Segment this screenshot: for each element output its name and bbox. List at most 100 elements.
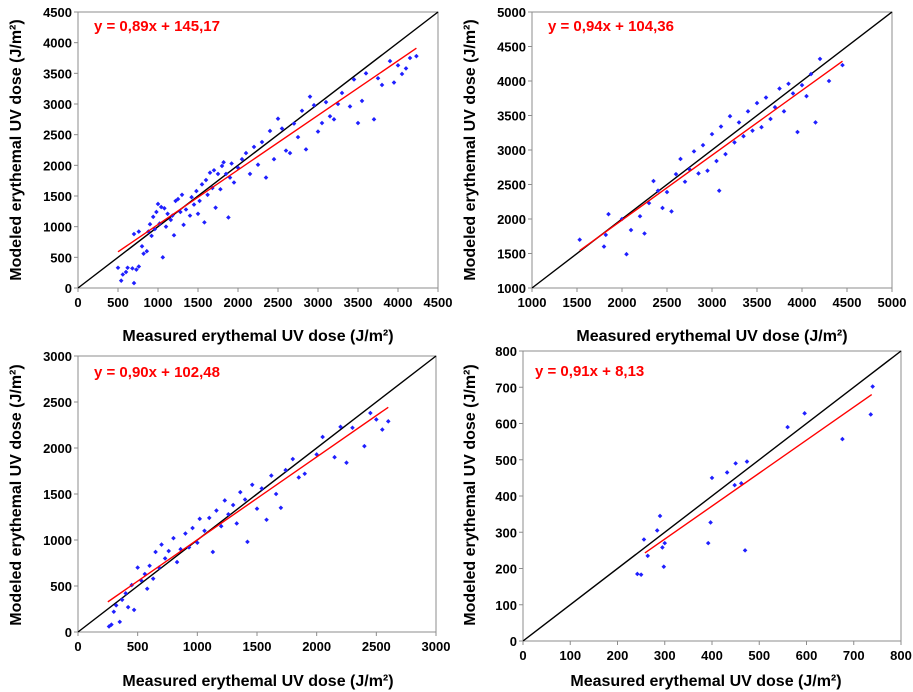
x-tick-label: 1500 bbox=[184, 295, 213, 310]
data-point bbox=[162, 556, 168, 561]
data-point bbox=[628, 227, 634, 233]
data-point bbox=[870, 384, 875, 389]
data-point bbox=[669, 209, 674, 214]
data-point bbox=[745, 109, 751, 114]
y-axis-label: Modeled erythemal UV dose (J/m²) bbox=[8, 364, 25, 625]
data-point bbox=[195, 211, 201, 217]
y-axis-label: Modeled erythemal UV dose (J/m²) bbox=[462, 364, 479, 625]
data-point bbox=[222, 498, 228, 503]
data-point bbox=[709, 475, 715, 481]
y-tick-label: 3500 bbox=[497, 109, 526, 124]
data-point bbox=[197, 516, 203, 522]
data-point bbox=[234, 521, 240, 526]
data-point bbox=[111, 609, 117, 615]
x-axis-label: Measured erythemal UV dose (J/m²) bbox=[576, 328, 847, 345]
data-point bbox=[786, 81, 791, 87]
data-point bbox=[362, 443, 367, 449]
data-point bbox=[189, 194, 194, 200]
x-tick-label: 2500 bbox=[653, 295, 682, 310]
data-point bbox=[350, 425, 355, 431]
regression-equation: y = 0,91x + 8,13 bbox=[535, 363, 644, 380]
scatter-panel-top-right: Measured erythemal UV dose (J/m²) Modele… bbox=[462, 5, 906, 345]
data-point bbox=[375, 75, 381, 81]
x-tick-label: 2500 bbox=[362, 639, 391, 654]
data-point bbox=[131, 607, 137, 613]
data-point bbox=[247, 171, 253, 177]
data-point bbox=[221, 159, 226, 165]
identity-line bbox=[522, 350, 902, 642]
data-point bbox=[271, 156, 277, 162]
y-tick-label: 500 bbox=[50, 579, 72, 594]
data-point bbox=[214, 508, 219, 513]
y-tick-label: 500 bbox=[50, 250, 72, 265]
x-tick-label: 0 bbox=[74, 639, 81, 654]
data-point bbox=[662, 540, 668, 546]
data-point bbox=[278, 505, 284, 511]
x-tick-label: 700 bbox=[843, 648, 865, 663]
plot-area bbox=[77, 11, 439, 289]
data-point bbox=[673, 171, 679, 177]
data-point bbox=[158, 204, 164, 210]
data-point bbox=[344, 460, 349, 466]
x-tick-label: 4000 bbox=[788, 295, 817, 310]
data-point bbox=[290, 456, 296, 462]
data-point bbox=[150, 214, 156, 220]
regression-equation: y = 0,89x + 145,17 bbox=[94, 18, 220, 35]
data-point bbox=[714, 158, 719, 164]
data-point bbox=[118, 278, 124, 283]
data-point bbox=[363, 71, 369, 76]
data-point bbox=[664, 189, 670, 195]
data-point bbox=[175, 196, 181, 202]
data-point bbox=[202, 220, 207, 225]
data-point bbox=[190, 525, 195, 531]
y-tick-label: 2000 bbox=[43, 441, 72, 456]
data-point bbox=[320, 434, 325, 440]
x-tick-label: 800 bbox=[890, 648, 912, 663]
data-point bbox=[718, 124, 724, 129]
data-point bbox=[314, 452, 319, 457]
x-tick-label: 500 bbox=[127, 639, 149, 654]
x-tick-label: 500 bbox=[748, 648, 770, 663]
data-point bbox=[795, 129, 800, 135]
data-point bbox=[359, 98, 365, 104]
data-point bbox=[203, 177, 209, 183]
y-axis-label: Modeled erythemal UV dose (J/m²) bbox=[8, 19, 25, 280]
data-point bbox=[374, 417, 379, 422]
data-point bbox=[339, 90, 345, 96]
data-point bbox=[661, 564, 667, 569]
data-point bbox=[187, 213, 193, 218]
data-point bbox=[165, 211, 170, 217]
y-tick-label: 2000 bbox=[43, 158, 72, 173]
data-point bbox=[205, 192, 210, 198]
data-point bbox=[117, 619, 123, 625]
y-tick-label: 600 bbox=[495, 417, 517, 432]
data-point bbox=[380, 427, 385, 432]
data-point bbox=[654, 528, 660, 533]
y-tick-label: 2000 bbox=[497, 212, 526, 227]
x-tick-label: 2000 bbox=[608, 295, 637, 310]
data-point bbox=[577, 237, 582, 242]
x-tick-label: 300 bbox=[654, 648, 676, 663]
data-point bbox=[603, 232, 609, 238]
regression-line bbox=[644, 394, 873, 554]
data-point bbox=[727, 113, 733, 119]
data-point bbox=[125, 265, 130, 271]
y-tick-label: 4000 bbox=[497, 74, 526, 89]
data-point bbox=[123, 269, 129, 275]
data-point bbox=[131, 280, 137, 286]
data-point bbox=[682, 179, 688, 185]
data-point bbox=[125, 604, 131, 610]
data-point bbox=[202, 528, 207, 534]
scatter-panel-top-left: Measured erythemal UV dose (J/m²) Modele… bbox=[8, 5, 452, 345]
data-point bbox=[655, 188, 661, 194]
data-point bbox=[255, 162, 261, 168]
data-point bbox=[327, 113, 333, 119]
data-point bbox=[742, 548, 748, 553]
data-point bbox=[642, 231, 647, 236]
y-tick-label: 100 bbox=[495, 598, 517, 613]
regression-equation: y = 0,94x + 104,36 bbox=[548, 18, 674, 35]
data-point bbox=[174, 559, 180, 565]
data-point bbox=[808, 71, 814, 77]
data-point bbox=[135, 565, 140, 570]
